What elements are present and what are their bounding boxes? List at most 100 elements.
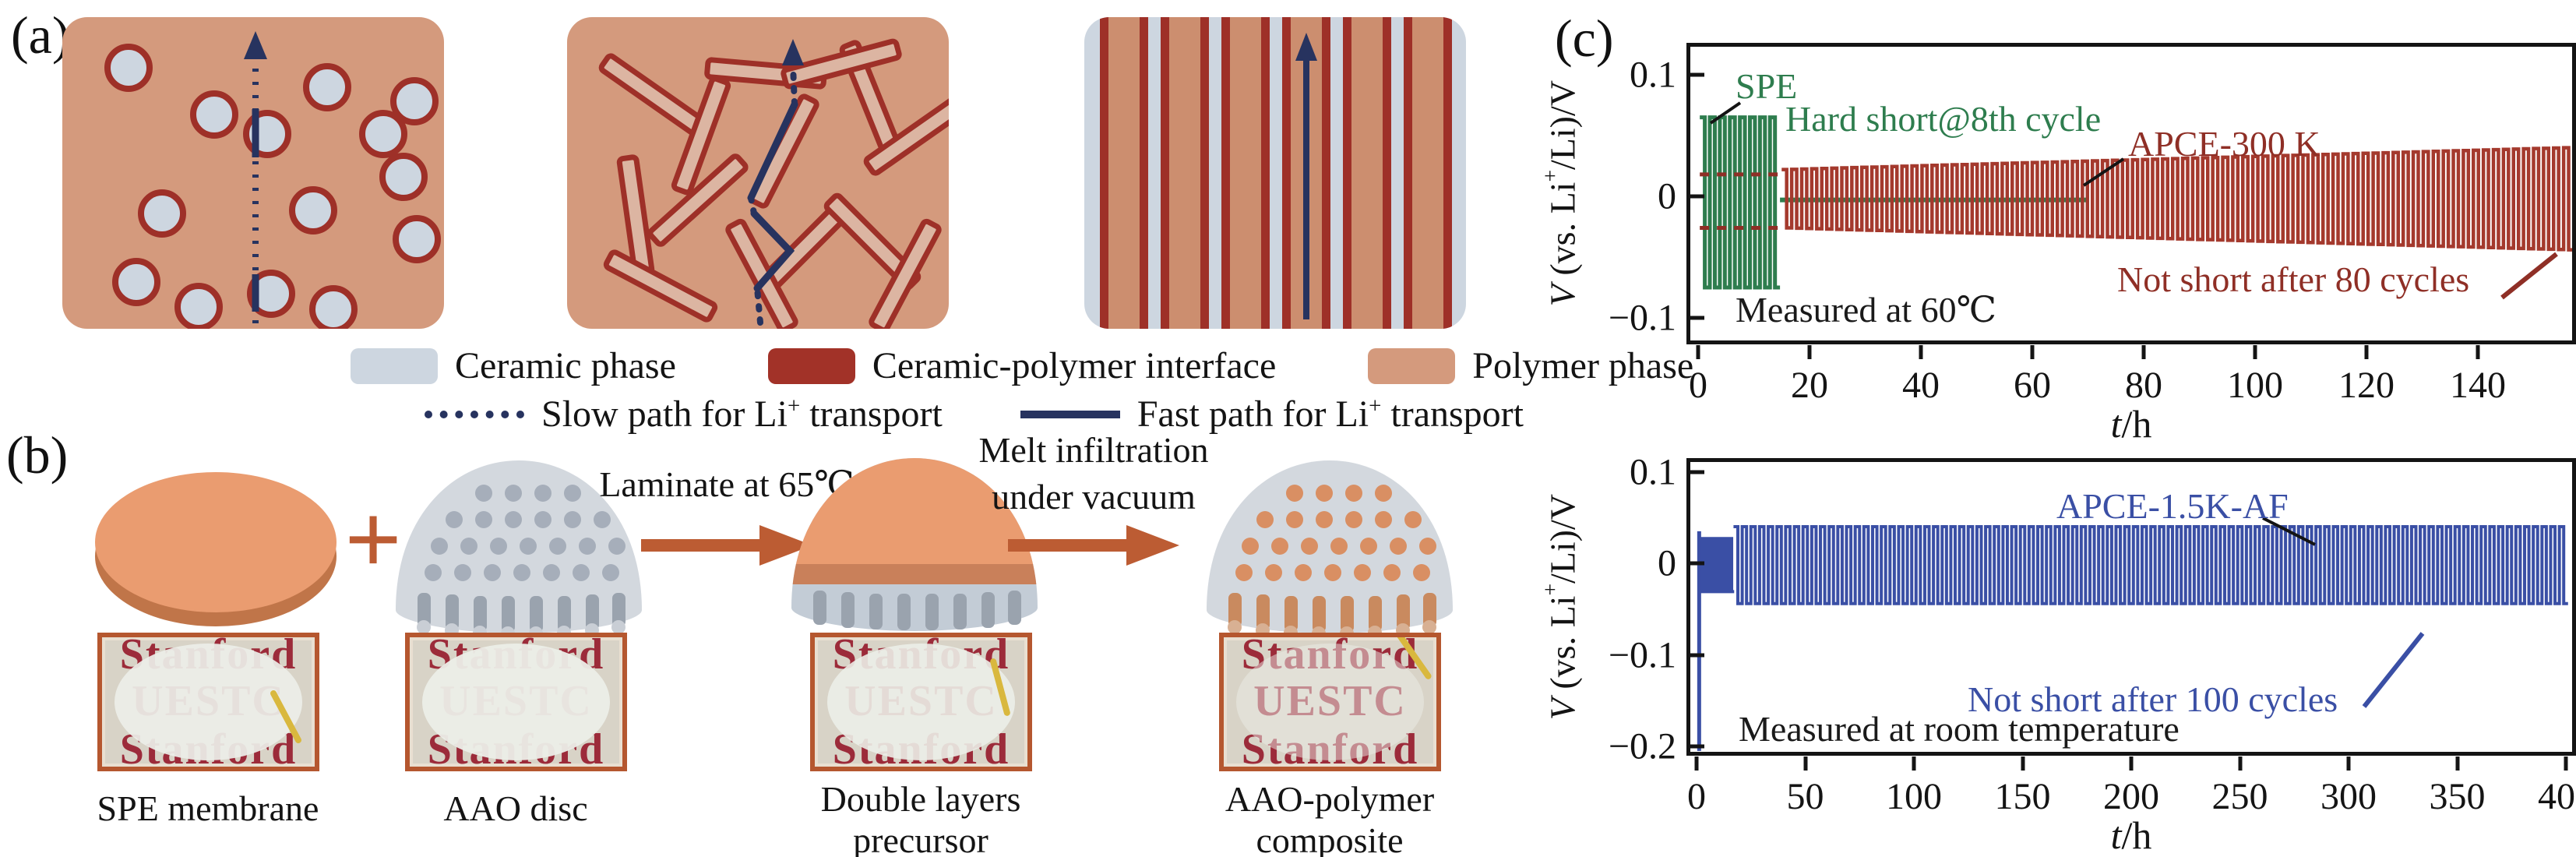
panel-b-label: (b) bbox=[6, 425, 69, 485]
sample-disc bbox=[115, 644, 302, 760]
legend-label: Ceramic-polymer interface bbox=[872, 345, 1277, 386]
path-legend: Slow path for Li+ transport Fast path fo… bbox=[425, 393, 1524, 436]
y-tick-label: 0 bbox=[1658, 542, 1676, 584]
y-tick-mark bbox=[1690, 561, 1704, 566]
panel-a-label: (a) bbox=[11, 5, 70, 65]
x-tick-label: 80 bbox=[2125, 365, 2162, 406]
x-tick-label: 40 bbox=[1902, 365, 1940, 406]
y-tick-label: 0 bbox=[1658, 175, 1676, 217]
x-tick-label: 50 bbox=[1786, 776, 1824, 817]
y-tick-mark bbox=[1690, 470, 1704, 474]
x-axis-label: t/h bbox=[2110, 813, 2152, 857]
solid-line-sample bbox=[1020, 410, 1120, 418]
x-tick-mark bbox=[2141, 345, 2146, 359]
x-tick-mark bbox=[2476, 345, 2480, 359]
photo-spe-membrane: Stanford UESTC Stanford bbox=[97, 633, 319, 771]
x-tick-mark bbox=[1694, 756, 1699, 771]
y-tick-label: 0.1 bbox=[1630, 451, 1676, 492]
polymer-phase-swatch bbox=[1368, 347, 1456, 384]
x-tick-label: 350 bbox=[2429, 776, 2486, 817]
x-tick-mark bbox=[2253, 345, 2257, 359]
x-tick-mark bbox=[1807, 345, 1812, 359]
series-APCE-1.5K-AF bbox=[1733, 525, 2568, 605]
legend-item-fast-path: Fast path for Li+ transport bbox=[1020, 393, 1524, 436]
panel-c-label: (c) bbox=[1555, 9, 1614, 68]
series-SPE bbox=[1700, 115, 1781, 290]
x-tick-label: 100 bbox=[1886, 776, 1942, 817]
x-tick-label: 0 bbox=[1687, 776, 1706, 817]
ceramic-particles bbox=[104, 44, 441, 329]
plot-area bbox=[1690, 462, 2572, 752]
photo-aao-disc: Stanford UESTC Stanford bbox=[405, 633, 627, 771]
x-tick-label: 100 bbox=[2227, 365, 2283, 406]
caption-aao-disc: AAO disc bbox=[443, 788, 588, 828]
x-tick-label: 250 bbox=[2211, 776, 2268, 817]
annotation-measured-60c: Measured at 60℃ bbox=[1736, 290, 1997, 330]
legend-item-interface: Ceramic-polymer interface bbox=[767, 344, 1277, 387]
chart-cycling-60c: SPE Hard short@8th cycle APCE-300 K Not … bbox=[1538, 43, 2576, 446]
filled-pores bbox=[1235, 485, 1436, 581]
x-axis-ticks: 0 50 100 150 200 250 300 350 400 bbox=[1687, 775, 2576, 819]
double-layers-precursor-schematic bbox=[791, 458, 1038, 631]
y-tick-mark bbox=[1690, 194, 1704, 199]
annotation-hard-short: Hard short@8th cycle bbox=[1785, 99, 2102, 139]
y-tick-mark bbox=[1690, 316, 1704, 320]
series-APCE-300 K bbox=[1781, 146, 2572, 252]
legend-item-ceramic: Ceramic phase bbox=[351, 344, 676, 387]
dotted-line-sample bbox=[425, 410, 524, 418]
y-axis-label: V (vs. Li+/Li)/V bbox=[1537, 80, 1582, 307]
legend-label: Polymer phase bbox=[1472, 345, 1694, 386]
x-tick-label: 120 bbox=[2338, 365, 2395, 406]
annotation-spe: SPE bbox=[1736, 66, 1798, 106]
aligned-channels bbox=[1100, 17, 1452, 329]
y-axis-ticks: 0.1 0 −0.1 bbox=[1575, 47, 1676, 340]
laminate-step-label: Laminate at 65℃ bbox=[599, 464, 855, 504]
plot-area bbox=[1690, 47, 2572, 340]
process-arrow-1 bbox=[641, 525, 812, 566]
mixed-path-arrow bbox=[747, 39, 804, 326]
caption-double-layers: Double layers precursor bbox=[820, 779, 1021, 857]
sample-disc bbox=[422, 644, 610, 760]
x-tick-label: 140 bbox=[2450, 365, 2506, 406]
y-tick-label: −0.2 bbox=[1608, 725, 1676, 767]
x-tick-label: 20 bbox=[1791, 365, 1828, 406]
x-tick-mark bbox=[1803, 756, 1807, 771]
legend-item-slow-path: Slow path for Li+ transport bbox=[425, 393, 943, 436]
legend-label: Ceramic phase bbox=[455, 345, 676, 386]
caption-spe-membrane: SPE membrane bbox=[97, 788, 319, 828]
x-tick-mark bbox=[2346, 756, 2351, 771]
photo-double-layers-precursor: Stanford UESTC Stanford bbox=[810, 633, 1032, 771]
legend-label: Fast path for Li+ transport bbox=[1136, 393, 1524, 435]
x-tick-label: 150 bbox=[1994, 776, 2051, 817]
spe-membrane-schematic bbox=[95, 472, 337, 626]
x-tick-mark bbox=[2030, 345, 2035, 359]
schematic-nanowire-composite bbox=[567, 17, 949, 329]
schematic-particle-composite bbox=[62, 17, 444, 329]
phase-legend: Ceramic phase Ceramic-polymer interface … bbox=[351, 344, 1693, 387]
x-tick-label: 60 bbox=[2014, 365, 2051, 406]
x-tick-label: 400 bbox=[2538, 776, 2576, 817]
annotation-measured-rt: Measured at room temperature bbox=[1739, 709, 2180, 749]
y-tick-mark bbox=[1690, 744, 1704, 749]
fast-path-arrow bbox=[1295, 33, 1317, 319]
x-tick-mark bbox=[1912, 756, 1916, 771]
x-tick-label: 300 bbox=[2321, 776, 2377, 817]
annotation-apce-15k-af: APCE-1.5K-AF bbox=[2056, 486, 2289, 526]
x-tick-mark bbox=[2129, 756, 2134, 771]
legend-label: Slow path for Li+ transport bbox=[541, 393, 943, 435]
y-tick-label: −0.1 bbox=[1608, 634, 1676, 675]
x-tick-label: 0 bbox=[1689, 365, 1707, 406]
slow-path-arrow bbox=[244, 31, 267, 323]
aao-channels bbox=[813, 591, 1021, 630]
x-tick-mark bbox=[2364, 345, 2369, 359]
interface-swatch bbox=[767, 347, 855, 384]
legend-item-polymer: Polymer phase bbox=[1368, 344, 1693, 387]
sample-disc bbox=[827, 644, 1015, 760]
x-tick-mark bbox=[2455, 756, 2459, 771]
infiltration-step-label: Melt infiltration under vacuum bbox=[978, 430, 1209, 517]
plot-canvas bbox=[1700, 115, 2572, 290]
annotation-not-short-100: Not short after 100 cycles bbox=[1968, 679, 2338, 719]
x-tick-mark bbox=[2564, 756, 2568, 771]
series-APCE-300 K start (dashed) bbox=[1700, 172, 1782, 231]
